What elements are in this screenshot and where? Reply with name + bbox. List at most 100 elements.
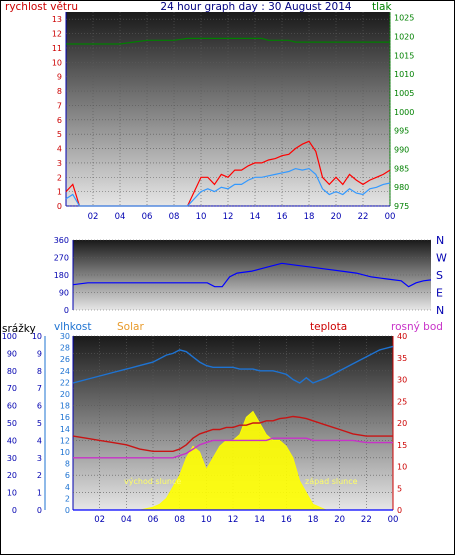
- wind-x-tick-label: 08: [169, 212, 180, 222]
- temperature-y-tick-label: 40: [397, 332, 407, 341]
- temperature-y-tick-label: 30: [397, 376, 407, 385]
- climate-series: [72, 345, 394, 511]
- humidity-label: vlhkost: [54, 321, 92, 333]
- temperature-line: [72, 415, 393, 452]
- wind-x-tick-label: 10: [196, 212, 207, 222]
- climate-x-tick-label: 02: [94, 515, 105, 525]
- wind-x-tick-label: 12: [223, 212, 234, 222]
- direction-plot-area: [73, 240, 431, 310]
- solar-y-tick-label: 12: [60, 436, 70, 445]
- climate-x-tick-label: 04: [121, 515, 132, 525]
- humidity-y-tick-label: 40: [7, 436, 17, 445]
- direction-y-tick-label: 270: [54, 254, 69, 263]
- solar-y-tick-label: 16: [60, 413, 70, 422]
- rain-y-tick-label: 9: [37, 349, 42, 358]
- wind-y-tick-label: 9: [57, 73, 62, 82]
- temperature-label: teplota: [310, 321, 347, 333]
- solar-y-tick-label: 0: [65, 506, 70, 515]
- temperature-y-tick-label: 0: [397, 506, 402, 515]
- wind-x-tick-label: 22: [358, 212, 369, 222]
- climate-x-tick-label: 08: [174, 515, 185, 525]
- climate-x-tick-label: 16: [281, 515, 292, 525]
- wind-y-tick-label: 1: [57, 188, 62, 197]
- rain-y-tick-label: 1: [37, 489, 42, 498]
- compass-label: E: [436, 287, 443, 300]
- wind-x-tick-label: 06: [142, 212, 153, 222]
- rain-y-tick-label: 4: [37, 436, 42, 445]
- solar-y-tick-label: 26: [60, 355, 70, 364]
- rain-y-tick-label: 7: [37, 384, 42, 393]
- pressure-y-tick-label: 975: [394, 202, 409, 211]
- solar-y-tick-label: 8: [65, 460, 70, 469]
- climate-x-tick-label: 10: [201, 515, 212, 525]
- direction-series: [72, 262, 432, 288]
- dewpoint-line: [73, 437, 393, 459]
- rain-y-tick-label: 0: [37, 506, 42, 515]
- humidity-y-tick-label: 60: [7, 402, 17, 411]
- wind-x-tick-label: 18: [304, 212, 315, 222]
- pressure-y-tick-label: 1025: [394, 14, 414, 23]
- wind-average-line: [65, 167, 391, 207]
- temperature-y-tick-label: 5: [397, 484, 402, 493]
- humidity-y-tick-label: 0: [12, 506, 17, 515]
- climate-x-tick-label: 20: [334, 515, 345, 525]
- solar-y-tick-label: 6: [65, 471, 70, 480]
- pressure-y-tick-label: 1010: [394, 70, 414, 79]
- wind-y-tick-label: 10: [52, 58, 62, 67]
- direction-y-tick-label: 180: [54, 271, 69, 280]
- pressure-label: tlak: [372, 1, 392, 13]
- pressure-y-tick-label: 1000: [394, 108, 414, 117]
- temperature-y-tick-label: 25: [397, 397, 407, 406]
- climate-x-tick-label: 18: [308, 515, 319, 525]
- pressure-y-tick-label: 980: [394, 183, 409, 192]
- wind-y-tick-label: 6: [57, 116, 62, 125]
- solar-y-tick-label: 14: [60, 425, 70, 434]
- pressure-y-tick-label: 990: [394, 145, 409, 154]
- rain-y-tick-label: 8: [37, 367, 42, 376]
- wind-y-tick-label: 3: [57, 159, 62, 168]
- solar-y-tick-label: 18: [60, 402, 70, 411]
- direction-y-tick-label: 90: [59, 289, 69, 298]
- humidity-y-tick-label: 80: [7, 367, 17, 376]
- graph-title: 24 hour graph day : 30 August 2014: [160, 1, 352, 13]
- wind-x-tick-label: 04: [115, 212, 126, 222]
- solar-y-tick-label: 28: [60, 344, 70, 353]
- wind-x-tick-label: 00: [385, 212, 396, 222]
- pressure-y-tick-label: 985: [394, 164, 409, 173]
- wind-x-tick-label: 20: [331, 212, 342, 222]
- temperature-y-tick-label: 20: [397, 419, 407, 428]
- solar-y-tick-label: 2: [65, 494, 70, 503]
- solar-label: Solar: [117, 321, 144, 333]
- wind-y-tick-label: 13: [52, 15, 62, 24]
- temperature-y-tick-label: 35: [397, 354, 407, 363]
- climate-x-tick-label: 06: [148, 515, 159, 525]
- humidity-y-tick-label: 10: [7, 489, 17, 498]
- solar-y-tick-label: 22: [60, 378, 70, 387]
- wind-y-tick-label: 0: [57, 202, 62, 211]
- wind-y-tick-label: 12: [52, 30, 62, 39]
- sunset-annotation: západ slunce: [305, 477, 358, 486]
- climate-x-tick-label: 00: [388, 515, 399, 525]
- pressure-y-tick-label: 995: [394, 127, 409, 136]
- humidity-y-tick-label: 30: [7, 454, 17, 463]
- humidity-line: [72, 345, 394, 384]
- solar-y-tick-label: 4: [65, 483, 70, 492]
- temperature-y-tick-label: 15: [397, 441, 407, 450]
- rain-y-tick-label: 5: [37, 419, 42, 428]
- wind-speed-label: rychlost větru: [5, 1, 78, 13]
- compass-label: S: [436, 269, 443, 282]
- humidity-y-tick-label: 70: [7, 384, 17, 393]
- wind-y-tick-label: 8: [57, 87, 62, 96]
- humidity-y-tick-label: 90: [7, 349, 17, 358]
- wind-y-tick-label: 5: [57, 130, 62, 139]
- dewpoint-label: rosný bod: [391, 321, 443, 333]
- wind-y-tick-label: 2: [57, 173, 62, 182]
- wind-x-tick-label: 14: [250, 212, 261, 222]
- wind-y-tick-label: 11: [52, 44, 62, 53]
- solar-y-tick-label: 20: [60, 390, 70, 399]
- rain-y-tick-label: 10: [32, 332, 42, 341]
- solar-area: [73, 410, 393, 511]
